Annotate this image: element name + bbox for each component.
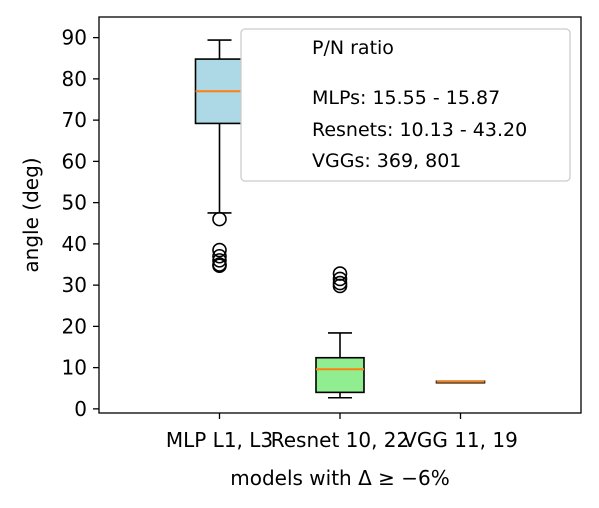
outlier-point (212, 248, 227, 264)
x-tick-label: Resnet 10, 22 (271, 428, 410, 452)
legend-box (240, 28, 571, 182)
outlier-point (332, 278, 348, 294)
legend-line-vggs: VGGs: 369, 801 (312, 150, 461, 172)
y-tick-label: 40 (62, 232, 87, 256)
outlier-point (212, 253, 227, 268)
x-tick-label: MLP L1, L3 (166, 428, 273, 452)
box (315, 356, 365, 394)
legend-title: P/N ratio (312, 37, 394, 59)
x-axis-label: models with Δ ≥ −6% (230, 466, 449, 490)
y-axis: 0 10 20 30 40 50 60 70 80 90 (62, 26, 99, 421)
y-axis-label: angle (deg) (19, 157, 43, 272)
y-tick-label: 70 (62, 108, 87, 132)
y-tick-label: 0 (74, 397, 87, 421)
y-tick-label: 10 (62, 356, 87, 380)
legend-line-mlps: MLPs: 15.55 - 15.87 (312, 87, 500, 109)
outlier-point (212, 211, 227, 227)
legend-line-resnets: Resnets: 10.13 - 43.20 (312, 119, 527, 141)
x-tick-label: VGG 11, 19 (403, 428, 518, 452)
outlier-point (212, 258, 227, 274)
y-tick-label: 30 (62, 273, 87, 297)
boxes-layer (194, 39, 486, 399)
y-tick-label: 50 (62, 191, 87, 215)
y-tick-label: 20 (62, 314, 87, 338)
y-tick-label: 90 (62, 26, 87, 50)
y-tick-label: 60 (62, 149, 87, 173)
legend: P/N ratio MLPs: 15.55 - 15.87 Resnets: 1… (240, 28, 571, 182)
box-group (194, 39, 245, 274)
y-tick-label: 80 (62, 67, 87, 91)
box-group (435, 380, 486, 384)
outlier-point (212, 242, 227, 258)
outlier-point (332, 271, 348, 287)
box-group (315, 266, 365, 399)
